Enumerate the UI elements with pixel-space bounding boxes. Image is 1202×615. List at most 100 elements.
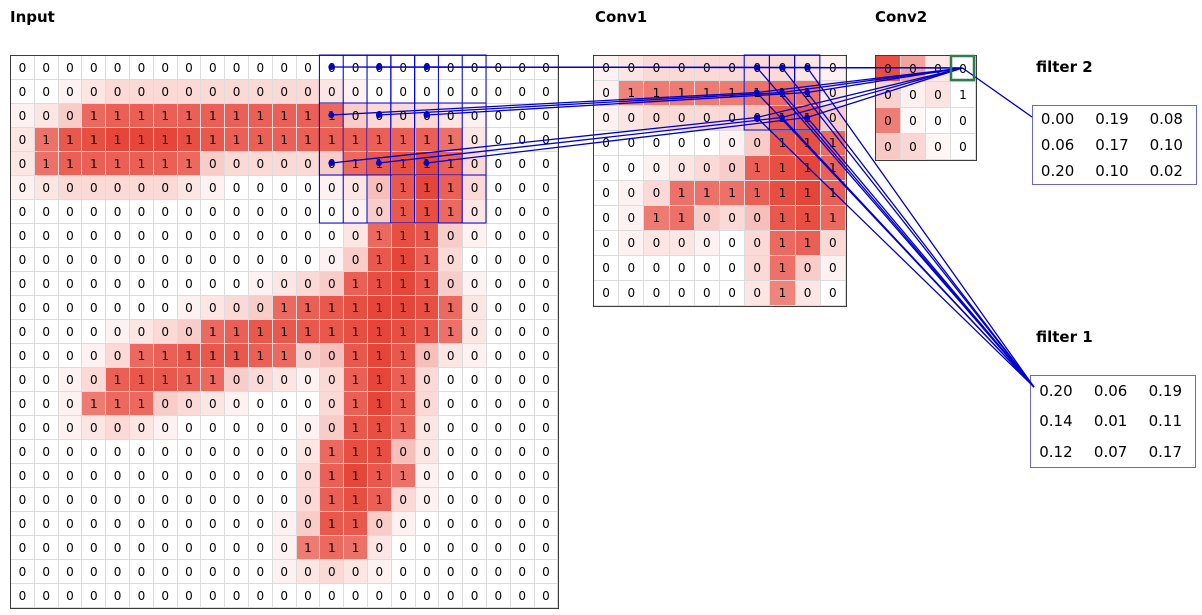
grid-cell: 0 [486, 248, 511, 272]
grid-cell: 0 [11, 176, 35, 200]
grid-cell: 0 [486, 272, 511, 296]
grid-cell: 1 [439, 176, 464, 200]
grid-cell: 1 [770, 156, 796, 181]
grid-cell: 0 [367, 104, 392, 128]
grid-cell: 1 [367, 488, 392, 512]
grid-cell: 0 [153, 560, 178, 584]
grid-cell: 0 [415, 488, 440, 512]
grid-cell: 0 [82, 296, 107, 320]
grid-cell: 1 [272, 296, 297, 320]
grid-cell: 0 [153, 464, 178, 488]
grid-cell: 0 [296, 272, 321, 296]
filter1-weights-box: 0.20 0.06 0.19 0.14 0.01 0.11 0.12 0.07 0.17 [1030, 375, 1196, 468]
grid-cell: 0 [201, 512, 226, 536]
grid-cell: 1 [669, 206, 695, 231]
grid-cell: 1 [820, 181, 846, 206]
grid-cell: 1 [391, 392, 416, 416]
grid-cell: 0 [510, 368, 535, 392]
filter-weight: 0.19 [1095, 110, 1129, 128]
grid-cell: 0 [644, 106, 670, 131]
grid-cell: 0 [248, 56, 273, 80]
grid-cell: 0 [34, 248, 59, 272]
grid-cell: 1 [367, 128, 392, 152]
grid-cell: 0 [201, 560, 226, 584]
grid-cell: 0 [11, 416, 35, 440]
grid-cell: 1 [344, 440, 368, 464]
grid-cell: 0 [320, 584, 345, 608]
grid-cell: 0 [106, 248, 130, 272]
grid-cell: 1 [129, 392, 154, 416]
grid-cell: 1 [344, 464, 368, 488]
grid-cell: 0 [463, 56, 487, 80]
grid-cell: 1 [795, 81, 821, 106]
grid-cell: 0 [34, 224, 59, 248]
grid-cell: 1 [320, 320, 345, 344]
grid-cell: 1 [201, 320, 226, 344]
grid-cell: 0 [510, 224, 535, 248]
grid-cell: 0 [486, 560, 511, 584]
grid-cell: 0 [177, 416, 202, 440]
grid-cell: 0 [153, 440, 178, 464]
grid-cell: 1 [344, 416, 368, 440]
grid-cell: 0 [463, 416, 487, 440]
grid-cell: 0 [463, 224, 487, 248]
grid-cell: 0 [248, 464, 273, 488]
grid-cell: 0 [34, 512, 59, 536]
grid-cell: 1 [367, 392, 392, 416]
grid-cell: 0 [463, 344, 487, 368]
grid-cell: 0 [153, 584, 178, 608]
grid-cell: 0 [11, 560, 35, 584]
grid-cell: 0 [296, 512, 321, 536]
grid-cell: 0 [463, 488, 487, 512]
grid-cell: 1 [225, 128, 249, 152]
grid-cell: 0 [669, 56, 695, 81]
grid-cell: 1 [344, 344, 368, 368]
grid-cell: 1 [153, 128, 178, 152]
grid-cell: 1 [367, 320, 392, 344]
grid-cell: 0 [296, 560, 321, 584]
grid-cell: 0 [876, 56, 901, 82]
grid-cell: 0 [177, 200, 202, 224]
grid-cell: 0 [463, 176, 487, 200]
grid-cell: 0 [58, 392, 83, 416]
grid-cell: 0 [248, 536, 273, 560]
grid-cell: 0 [153, 512, 178, 536]
grid-cell: 0 [463, 512, 487, 536]
grid-cell: 1 [106, 104, 130, 128]
grid-cell: 1 [177, 368, 202, 392]
filter-weight: 0.00 [1040, 110, 1075, 128]
grid-cell: 1 [391, 272, 416, 296]
grid-cell: 0 [272, 392, 297, 416]
grid-cell: 0 [463, 128, 487, 152]
grid-cell: 0 [248, 488, 273, 512]
grid-cell: 0 [11, 392, 35, 416]
grid-cell: 1 [391, 464, 416, 488]
grid-cell: 0 [486, 80, 511, 104]
grid-cell: 0 [594, 206, 620, 231]
grid-cell: 0 [320, 80, 345, 104]
grid-cell: 0 [201, 488, 226, 512]
grid-cell: 0 [129, 512, 154, 536]
grid-cell: 0 [320, 416, 345, 440]
grid-cell: 0 [58, 440, 83, 464]
grid-cell: 0 [439, 488, 464, 512]
grid-cell: 0 [177, 176, 202, 200]
grid-cell: 0 [876, 82, 901, 108]
grid-cell: 0 [820, 256, 846, 281]
grid-cell: 1 [225, 320, 249, 344]
grid-cell: 0 [201, 176, 226, 200]
grid-cell: 0 [644, 131, 670, 156]
grid-cell: 0 [951, 108, 976, 134]
grid-cell: 0 [644, 56, 670, 81]
grid-cell: 0 [129, 464, 154, 488]
grid-cell: 0 [34, 416, 59, 440]
grid-cell: 1 [177, 104, 202, 128]
grid-cell: 1 [129, 128, 154, 152]
grid-cell: 0 [344, 224, 368, 248]
grid-cell: 0 [272, 440, 297, 464]
grid-cell: 0 [272, 560, 297, 584]
grid-cell: 0 [272, 200, 297, 224]
grid-cell: 0 [795, 256, 821, 281]
grid-cell: 1 [795, 156, 821, 181]
grid-cell: 0 [926, 56, 951, 82]
